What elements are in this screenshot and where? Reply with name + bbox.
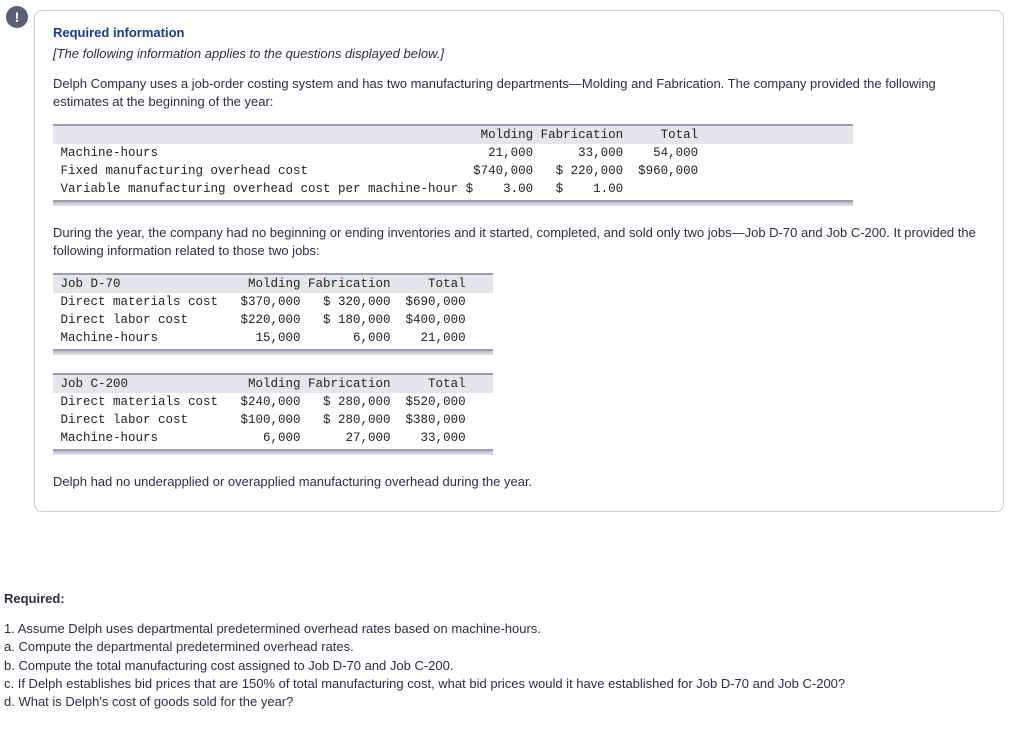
panel-heading: Required information: [53, 25, 985, 40]
mid-paragraph: During the year, the company had no begi…: [53, 224, 985, 259]
intro-paragraph: Delph Company uses a job-order costing s…: [53, 75, 985, 110]
required-line: b. Compute the total manufacturing cost …: [4, 657, 1014, 675]
required-heading: Required:: [4, 590, 1014, 608]
required-line: a. Compute the departmental predetermine…: [4, 638, 1014, 656]
required-section: Required: 1. Assume Delph uses departmen…: [4, 590, 1014, 711]
alert-icon: !: [6, 6, 28, 28]
required-line: d. What is Delph's cost of goods sold fo…: [4, 693, 1014, 711]
required-line: c. If Delph establishes bid prices that …: [4, 675, 1014, 693]
required-line: 1. Assume Delph uses departmental predet…: [4, 620, 1014, 638]
estimates-table: Molding Fabrication Total Machine-hours …: [53, 124, 985, 206]
closing-paragraph: Delph had no underapplied or overapplied…: [53, 473, 985, 491]
info-panel: Required information [The following info…: [34, 10, 1004, 512]
italic-note: [The following information applies to th…: [53, 46, 985, 61]
job-d70-table: Job D-70 Molding Fabrication Total Direc…: [53, 273, 985, 355]
job-c200-table: Job C-200 Molding Fabrication Total Dire…: [53, 373, 985, 455]
